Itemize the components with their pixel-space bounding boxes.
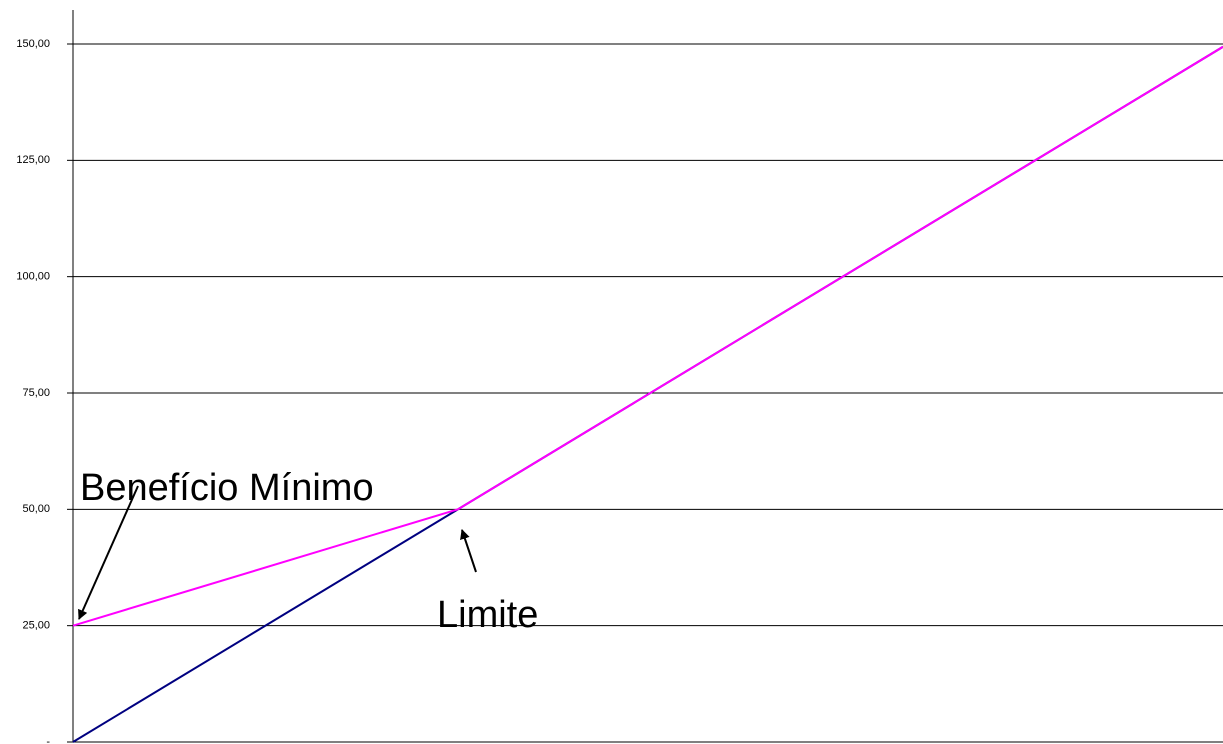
annotation-arrow	[460, 529, 477, 573]
y-tick-label: 75,00	[22, 387, 50, 399]
y-tick-label: 150,00	[16, 38, 50, 50]
y-tick-label: 25,00	[22, 620, 50, 632]
annotation-arrow	[78, 485, 139, 620]
annotation: Benefício Mínimo	[80, 467, 374, 509]
line-series	[72, 45, 1223, 627]
lines	[72, 45, 1223, 743]
y-tick-label: 50,00	[22, 503, 50, 515]
y-tick-labels: - 25,00 50,00 75,00 100,00 125,00 150,00	[16, 38, 50, 744]
y-tick-label: 100,00	[16, 271, 50, 283]
y-tick-label: 125,00	[16, 154, 50, 166]
y-tick-label: -	[46, 736, 50, 744]
annotation: Limite	[437, 594, 538, 636]
grid	[67, 43, 1223, 743]
